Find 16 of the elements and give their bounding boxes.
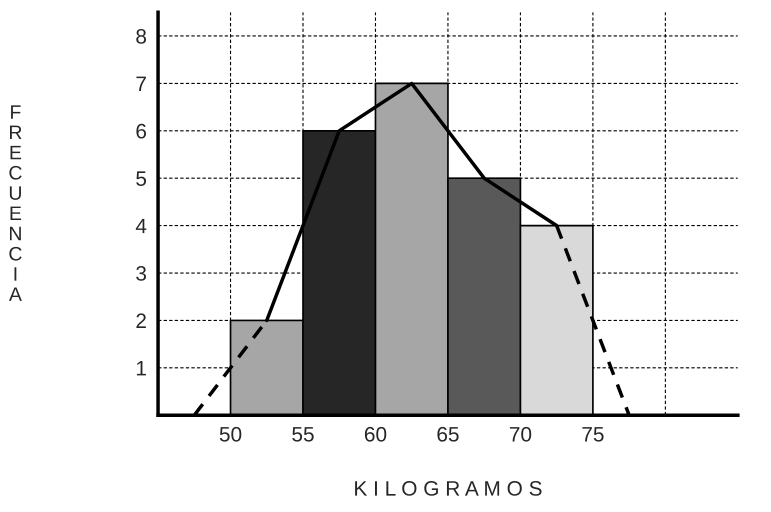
y-tick-label: 4 [136,218,146,234]
text: FRECUENCIA [8,105,22,301]
y-tick-label: 2 [136,313,146,328]
x-tick-label: 55 [292,427,314,442]
x-axis-title: K I L O G R A M O S [355,481,542,496]
x-tick-label: 65 [437,426,459,442]
y-tick-label: 5 [136,171,146,186]
x-tick-label: 60 [364,426,386,442]
y-tick-label: 3 [136,266,146,281]
x-tick-label: 70 [510,426,532,442]
y-tick-label: 7 [136,76,146,91]
x-tick-label: 50 [220,426,242,442]
y-tick-label: 8 [136,28,146,44]
y-tick-label: 1 [136,361,146,376]
y-tick-label: 6 [136,124,146,139]
x-tick-label: 75 [582,427,604,442]
